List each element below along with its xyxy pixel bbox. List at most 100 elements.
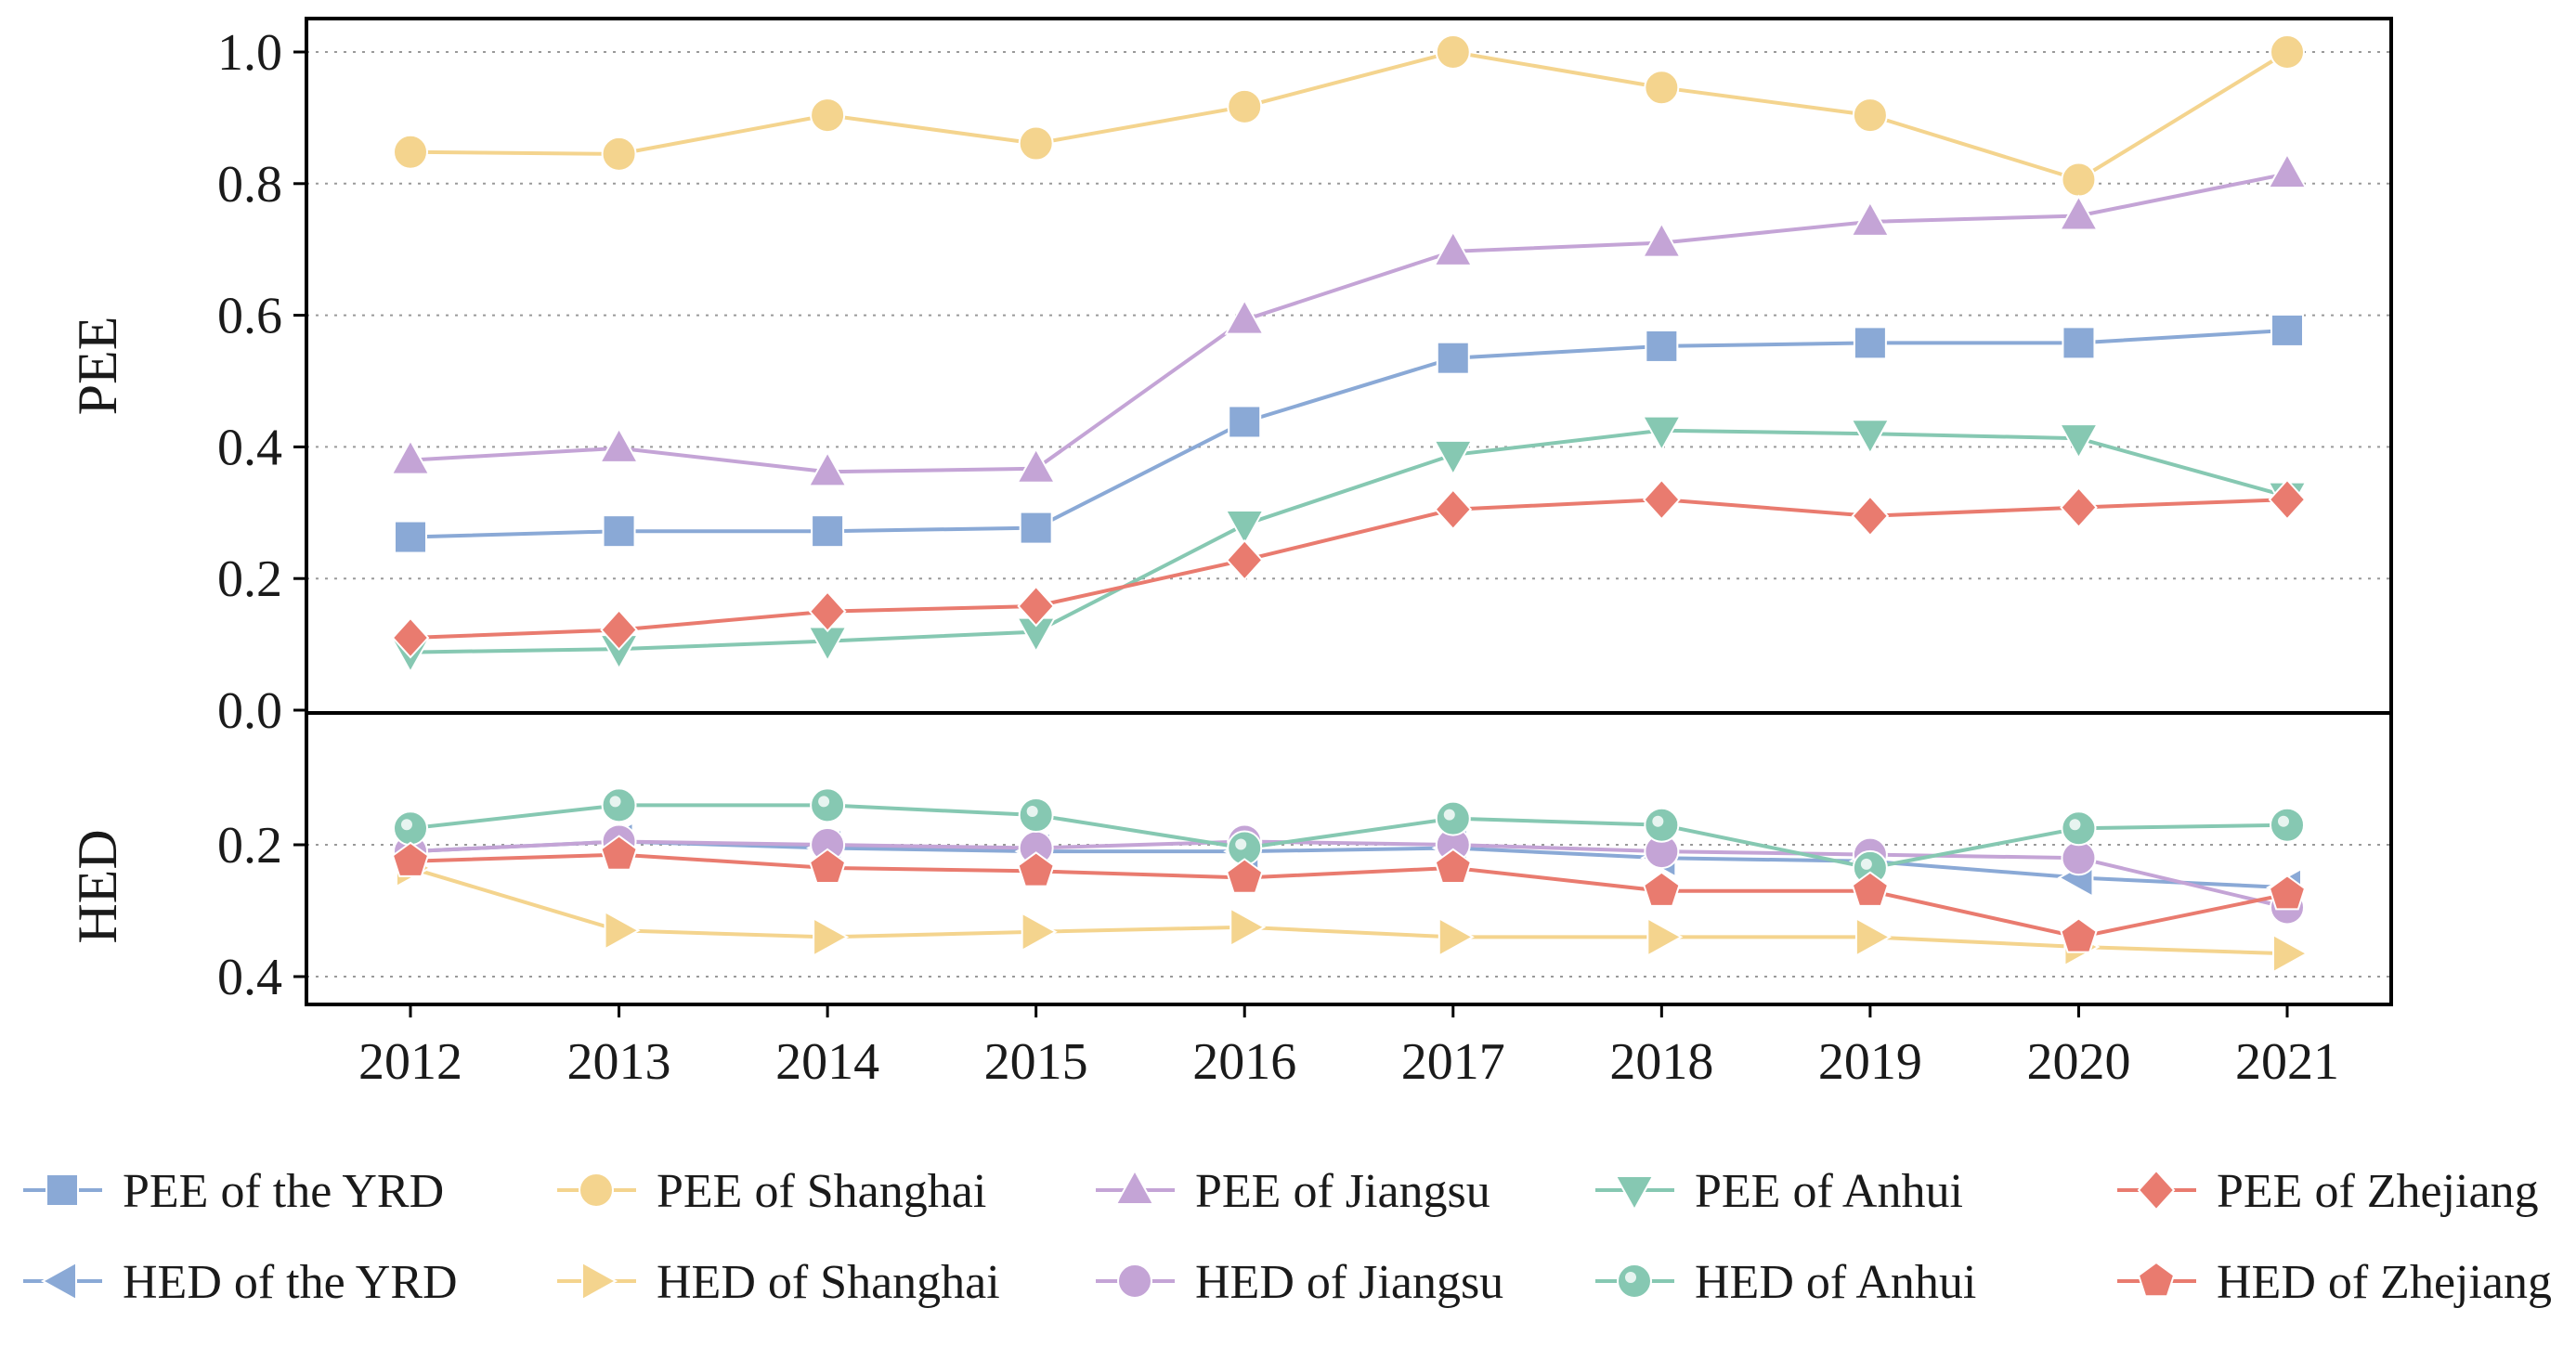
- hed-point-3-2013: [601, 787, 637, 823]
- legend-marker: [1614, 1175, 1655, 1212]
- xtick-label: 2021: [2235, 1033, 2339, 1091]
- pee-point-2-2018: [1641, 221, 1683, 258]
- pee-point-0-2013: [602, 514, 636, 549]
- legend-item: HED of Shanghai: [557, 1256, 1000, 1309]
- pee-point-1-2017: [1435, 34, 1471, 70]
- pee-point-1-2016: [1227, 88, 1263, 124]
- legend-label: HED of the YRD: [123, 1256, 458, 1309]
- pee-point-1-2015: [1018, 125, 1054, 162]
- pee-point-0-2012: [394, 520, 427, 554]
- hed-line-0: [410, 839, 2288, 890]
- ytick-label-bottom: 0.2: [217, 817, 282, 874]
- hed-point-4-2020: [2060, 917, 2098, 953]
- pee-line-3: [410, 428, 2288, 654]
- pee-axis-title: PEE: [67, 317, 128, 416]
- pee-point-1-2013: [601, 136, 637, 172]
- frame-layer: [305, 17, 2393, 1006]
- pee-line-4: [410, 498, 2288, 640]
- pee-point-3-2018: [1641, 415, 1683, 452]
- pee-point-0-2014: [811, 514, 845, 549]
- pee-point-1-2014: [810, 97, 846, 134]
- legend-label: PEE of Anhui: [1695, 1165, 1963, 1218]
- series-layer: [388, 34, 2309, 974]
- pee-point-4-2014: [808, 590, 847, 633]
- pee-point-2-2013: [598, 426, 640, 463]
- hed-point-4-2018: [1643, 871, 1681, 907]
- hed-line-4: [410, 852, 2288, 939]
- pee-point-2-2012: [390, 438, 431, 475]
- xtick-label: 2015: [984, 1033, 1088, 1091]
- hed-point-3-2019: [1852, 849, 1888, 886]
- xtick-label: 2014: [775, 1033, 879, 1091]
- legend-marker: [581, 1261, 618, 1302]
- hed-point-4-2015: [1017, 851, 1055, 887]
- pee-point-1-2020: [2061, 162, 2097, 198]
- pee-point-3-2016: [1224, 510, 1265, 547]
- legend-item: PEE of the YRD: [23, 1165, 444, 1218]
- hed-point-4-2019: [1851, 871, 1890, 907]
- pee-point-4-2017: [1434, 488, 1473, 531]
- xtick-label: 2016: [1192, 1033, 1296, 1091]
- hed-point-3-2018: [1644, 807, 1680, 843]
- ytick-label-top: 0.2: [217, 550, 282, 608]
- xtick-label: 2017: [1401, 1033, 1505, 1091]
- legend-label: PEE of Zhejiang: [2217, 1165, 2539, 1218]
- hed-point-3-2017: [1435, 800, 1471, 836]
- pee-point-4-2015: [1017, 585, 1056, 628]
- pee-point-3-2019: [1850, 419, 1891, 456]
- pee-line-0: [410, 328, 2288, 539]
- pee-point-2-2017: [1433, 229, 1474, 266]
- bottom-panel-frame: [305, 711, 2393, 1006]
- legend: PEE of the YRD PEE of Shanghai PEE of Jian…: [23, 1165, 2552, 1309]
- hed-point-4-2021: [2268, 874, 2307, 911]
- legend-label: HED of Shanghai: [657, 1256, 1000, 1309]
- pee-point-0-2020: [2062, 326, 2096, 360]
- legend-item: HED of Zhejiang: [2117, 1256, 2552, 1309]
- ytick-label-bottom: 0.4: [217, 949, 282, 1006]
- hed-point-3-2012: [393, 810, 428, 847]
- ytick-label-top: 0.6: [217, 288, 282, 345]
- hed-point-1-2015: [1021, 912, 1058, 952]
- pee-point-2-2021: [2267, 152, 2308, 189]
- hed-point-3-2014: [810, 787, 846, 823]
- pee-point-0-2018: [1645, 329, 1679, 363]
- pee-point-4-2019: [1851, 495, 1890, 538]
- legend-label: HED of Zhejiang: [2217, 1256, 2552, 1309]
- ytick-label-top: 0.0: [217, 682, 282, 740]
- legend-marker: [2137, 1169, 2176, 1211]
- xtick-label: 2012: [358, 1033, 462, 1091]
- pee-point-0-2016: [1228, 405, 1262, 439]
- legend-label: HED of Jiangsu: [1195, 1256, 1503, 1309]
- hed-point-1-2019: [1854, 916, 1892, 958]
- pee-point-3-2020: [2058, 423, 2100, 460]
- pee-point-1-2021: [2270, 34, 2305, 70]
- hed-point-1-2017: [1438, 916, 1475, 958]
- legend-marker: [46, 1173, 79, 1207]
- pee-point-0-2015: [1019, 511, 1053, 545]
- hed-line-3: [410, 803, 2288, 870]
- legend-marker: [1617, 1263, 1652, 1299]
- hed-point-4-2012: [391, 841, 430, 877]
- legend-item: HED of the YRD: [23, 1256, 458, 1309]
- pee-point-2-2015: [1015, 447, 1057, 484]
- xtick-label: 2018: [1609, 1033, 1713, 1091]
- grid-layer: [306, 51, 2391, 978]
- pee-point-4-2016: [1225, 538, 1264, 581]
- legend-marker: [579, 1172, 614, 1208]
- hed-point-1-2014: [813, 916, 850, 958]
- hed-point-2-2020: [2061, 840, 2097, 876]
- pee-point-4-2012: [391, 616, 430, 659]
- hed-point-4-2017: [1434, 848, 1472, 884]
- pee-point-1-2019: [1852, 97, 1888, 134]
- pee-point-4-2018: [1642, 478, 1681, 521]
- legend-item: PEE of Shanghai: [557, 1165, 986, 1218]
- hed-axis-title: HED: [67, 829, 128, 943]
- tick-layer: 0.0 0.2 0.4 0.6 0.8 1.0 0.2 0.4 2012 2013 2014 2015…: [217, 24, 2339, 1091]
- top-panel-frame: [305, 17, 2393, 715]
- xtick-label: 2020: [2026, 1033, 2130, 1091]
- hed-point-3-2015: [1018, 797, 1054, 834]
- legend-marker: [1117, 1263, 1152, 1299]
- legend-item: HED of Jiangsu: [1096, 1256, 1503, 1309]
- pee-point-1-2018: [1644, 70, 1680, 106]
- legend-item: HED of Anhui: [1595, 1256, 1976, 1309]
